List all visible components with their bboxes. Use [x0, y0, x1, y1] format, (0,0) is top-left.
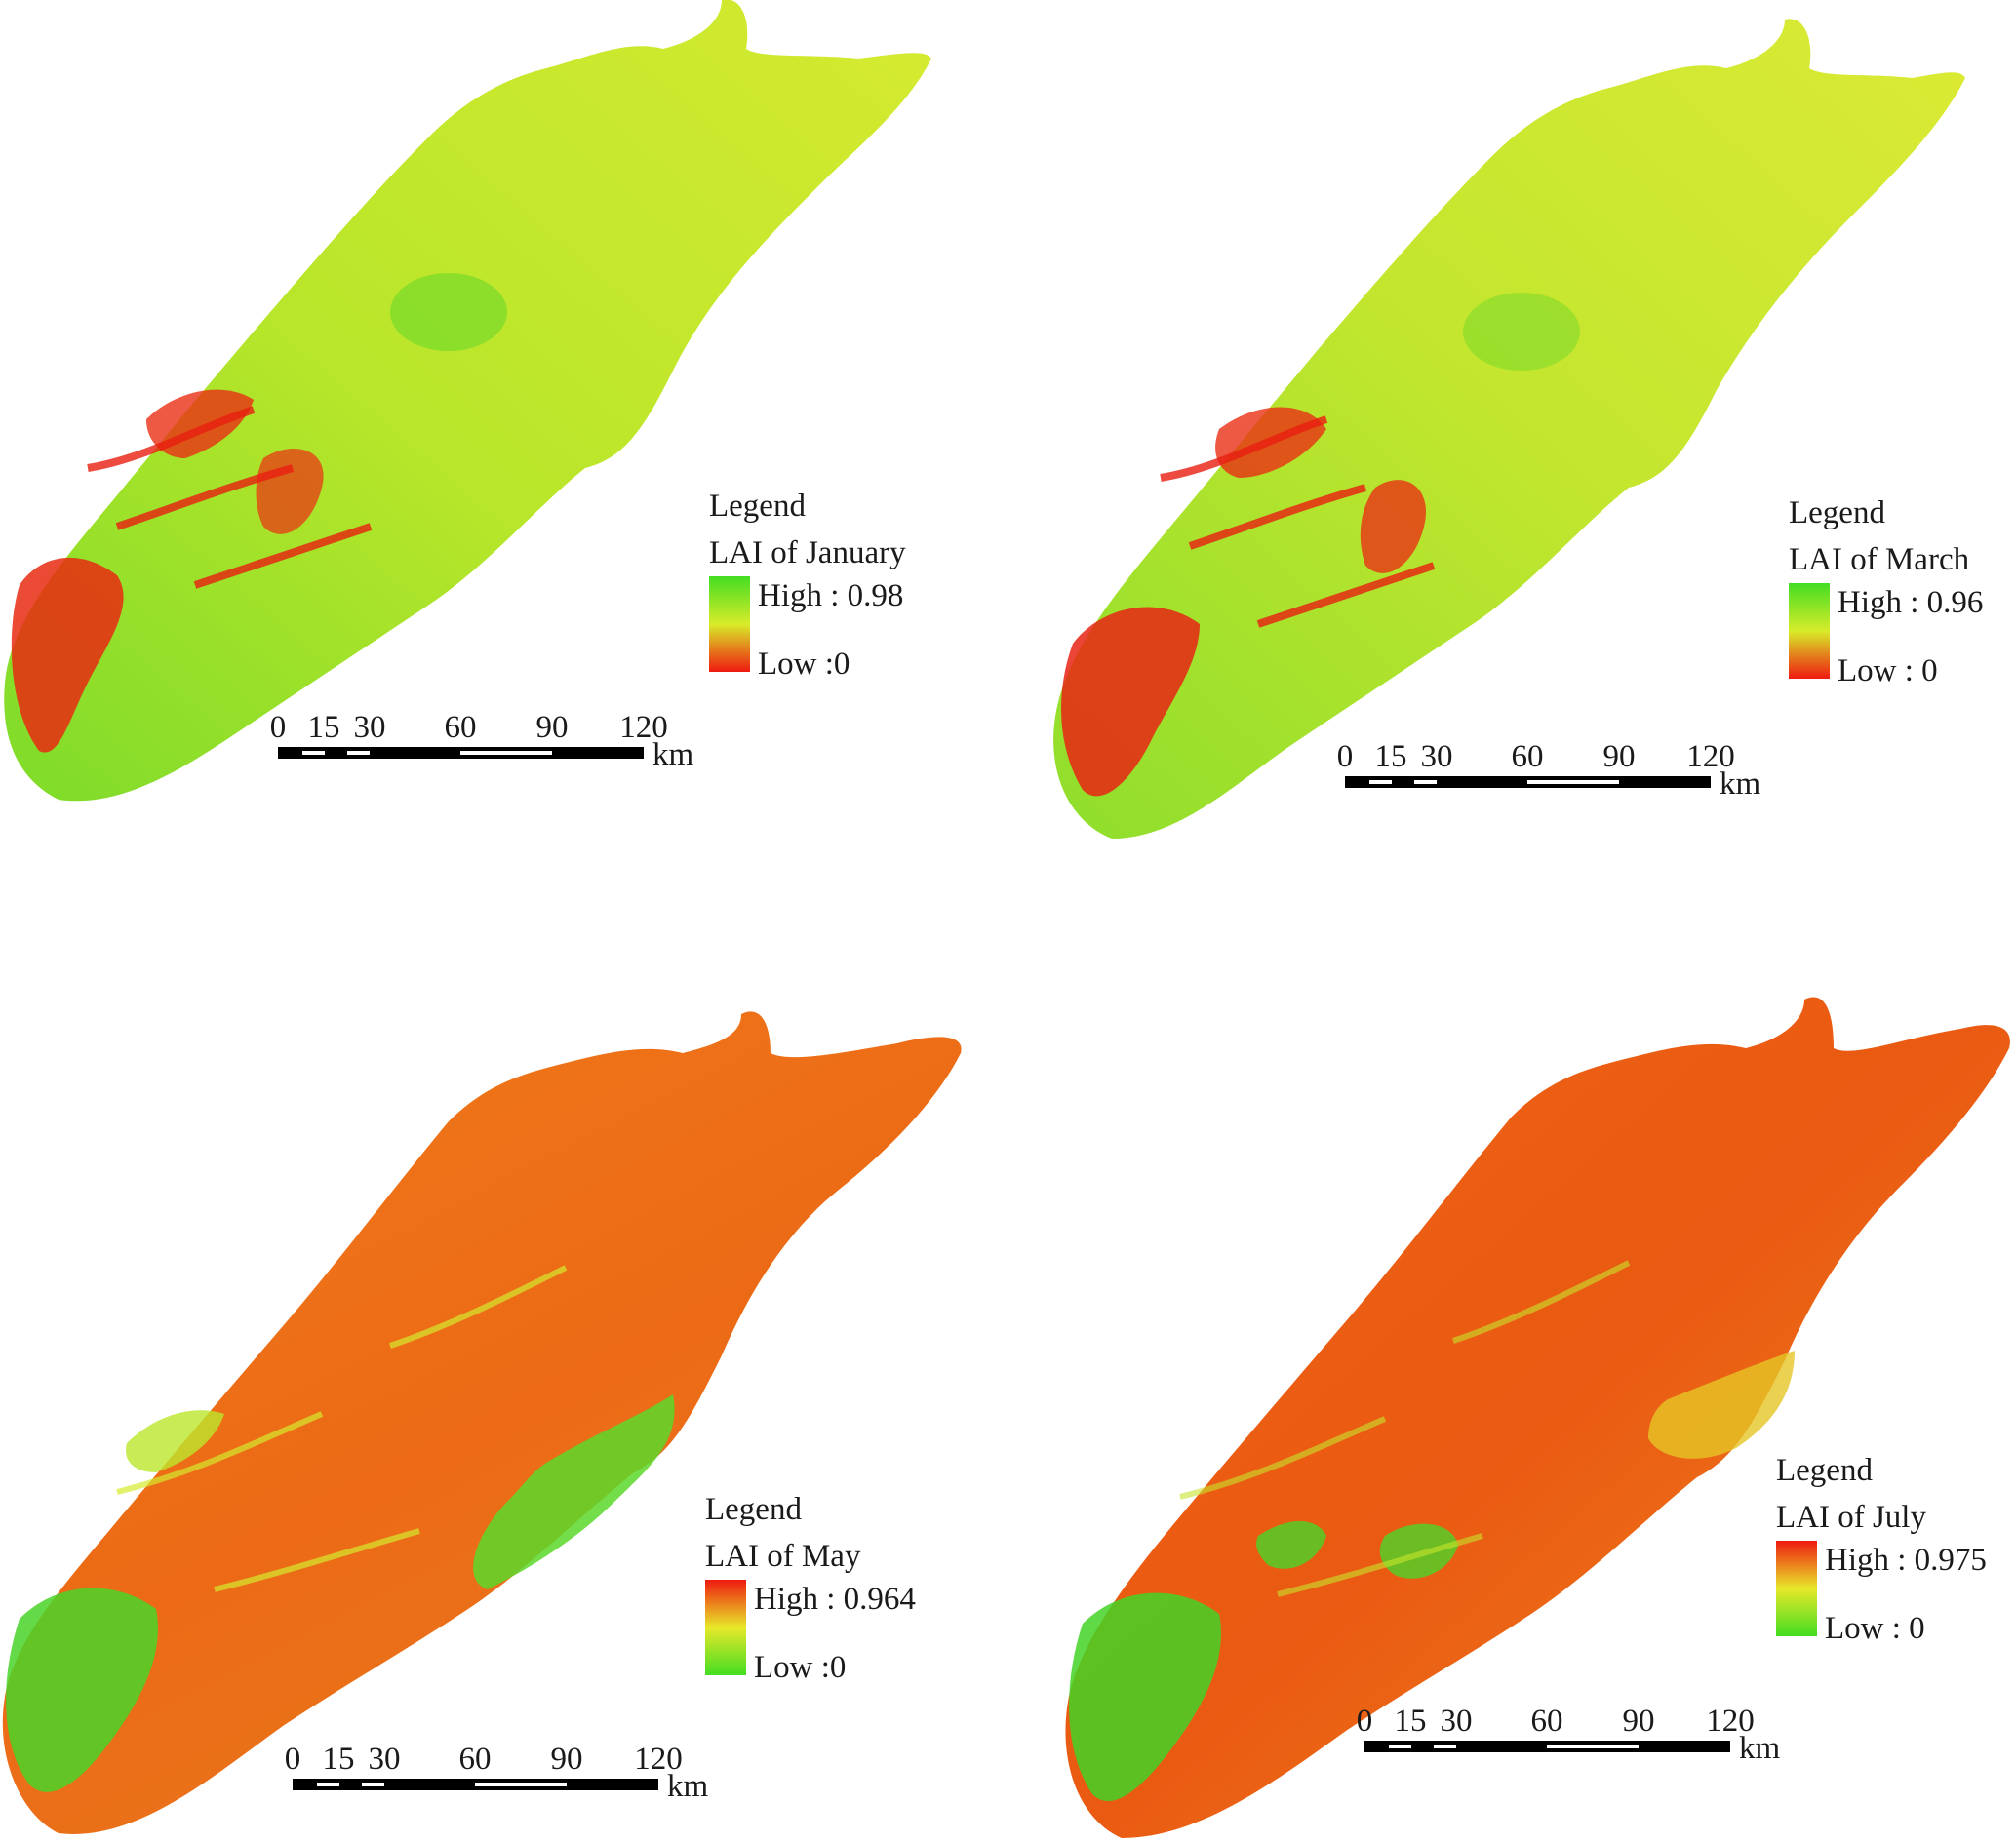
- legend-low-label: Low :0: [754, 1650, 847, 1685]
- scale-unit: km: [652, 737, 694, 772]
- panel-may: Legend LAI of May High : 0.964 Low :0 0 …: [0, 1004, 975, 1843]
- scale-tick: 15: [1374, 739, 1407, 774]
- scale-tick: 30: [1420, 739, 1453, 774]
- scale-bar-july: 0 15 30 60 90 120 km: [1357, 1704, 1780, 1772]
- scale-unit: km: [1739, 1731, 1781, 1766]
- scale-tick: 15: [307, 710, 340, 745]
- scale-bar-graphic: [293, 1779, 658, 1790]
- scale-tick: 120: [1686, 739, 1735, 774]
- scale-tick: 30: [1440, 1704, 1473, 1739]
- lai-map-may: [2, 1011, 962, 1834]
- legend-title: Legend: [709, 489, 806, 524]
- scale-tick: 60: [458, 1742, 492, 1777]
- scale-tick: 0: [284, 1742, 301, 1777]
- scale-tick: 0: [1336, 739, 1354, 774]
- legend-high-label: High : 0.96: [1838, 585, 1984, 620]
- scale-bar-may: 0 15 30 60 90 120 km: [285, 1742, 708, 1810]
- scale-tick: 60: [1511, 739, 1544, 774]
- scale-tick: 120: [634, 1742, 683, 1777]
- scale-tick: 30: [368, 1742, 401, 1777]
- legend-layer-name: LAI of July: [1776, 1500, 1926, 1535]
- scale-tick: 120: [1706, 1704, 1755, 1739]
- legend-title: Legend: [705, 1492, 802, 1527]
- lai-map-january: [4, 0, 931, 802]
- scale-tick: 0: [1356, 1704, 1373, 1739]
- panel-july: Legend LAI of July High : 0.975 Low : 0 …: [1063, 990, 2016, 1843]
- scale-tick: 15: [322, 1742, 355, 1777]
- lai-map-july: [1065, 997, 2010, 1838]
- legend-low-label: Low :0: [758, 647, 850, 682]
- panel-march: Legend LAI of March High : 0.96 Low : 0 …: [1053, 19, 2016, 878]
- lai-map-march: [1053, 19, 1965, 839]
- scale-tick: 90: [535, 710, 569, 745]
- color-ramp: [709, 576, 750, 672]
- scale-tick: 90: [550, 1742, 583, 1777]
- legend-high-label: High : 0.98: [758, 578, 904, 613]
- legend-layer-name: LAI of January: [709, 535, 906, 570]
- scale-bar-march: 0 15 30 60 90 120 km: [1337, 739, 1760, 807]
- scale-tick: 60: [444, 710, 477, 745]
- legend-title: Legend: [1789, 495, 1885, 530]
- scale-tick: 0: [269, 710, 287, 745]
- legend-low-label: Low : 0: [1825, 1611, 1925, 1646]
- color-ramp: [705, 1580, 746, 1675]
- scale-bar-graphic: [1345, 776, 1711, 788]
- color-ramp: [1789, 583, 1830, 679]
- color-ramp: [1776, 1541, 1817, 1636]
- legend-title: Legend: [1776, 1453, 1873, 1488]
- panel-january: Legend LAI of January High : 0.98 Low :0…: [0, 0, 975, 858]
- scale-tick: 30: [353, 710, 386, 745]
- legend-high-label: High : 0.975: [1825, 1543, 1987, 1578]
- legend-layer-name: LAI of March: [1789, 542, 1970, 577]
- scale-tick: 15: [1394, 1704, 1427, 1739]
- scale-unit: km: [667, 1769, 709, 1804]
- scale-bar-graphic: [278, 747, 644, 759]
- scale-tick: 90: [1602, 739, 1636, 774]
- scale-bar-graphic: [1364, 1741, 1730, 1752]
- scale-tick: 90: [1622, 1704, 1655, 1739]
- legend-high-label: High : 0.964: [754, 1582, 916, 1617]
- legend-layer-name: LAI of May: [705, 1539, 861, 1574]
- scale-unit: km: [1720, 766, 1761, 802]
- scale-bar-january: 0 15 30 60 90 120 km: [270, 710, 693, 778]
- legend-low-label: Low : 0: [1838, 653, 1938, 688]
- scale-tick: 60: [1530, 1704, 1563, 1739]
- scale-tick: 120: [619, 710, 668, 745]
